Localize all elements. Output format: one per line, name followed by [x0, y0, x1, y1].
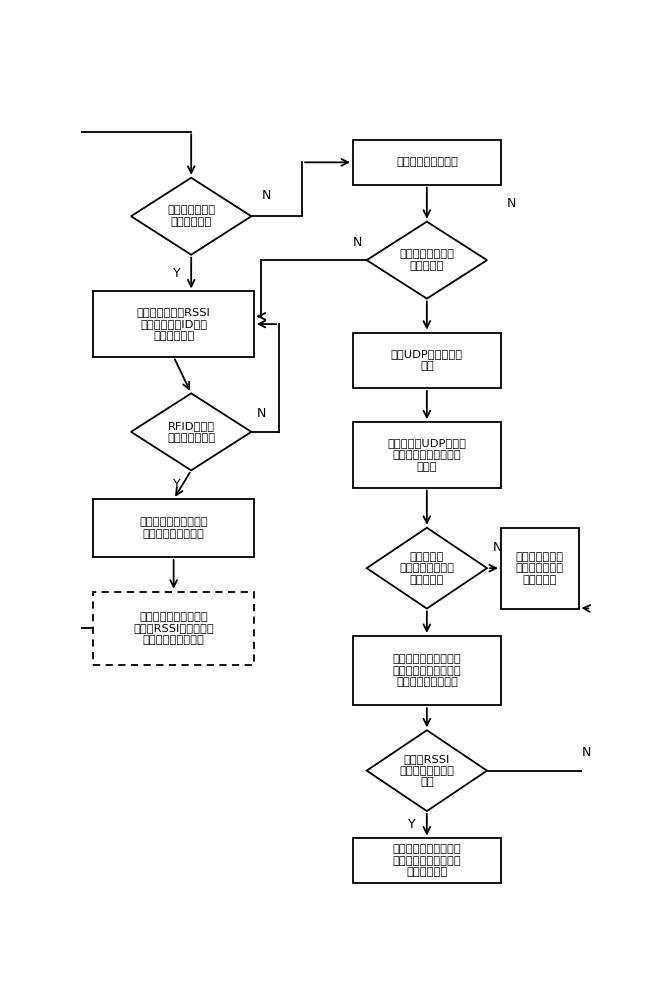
Bar [93, 592, 254, 665]
Text: 是否接收到客户端
的数据请求: 是否接收到客户端 的数据请求 [399, 249, 454, 271]
Text: 叉车处于安全行
驶状态，周围没
有人员车辆: 叉车处于安全行 驶状态，周围没 有人员车辆 [516, 552, 564, 585]
Bar [93, 291, 254, 357]
Text: 服务器端软件解析数据
包，用RSSI方法计算出
各标签的位置并显示: 服务器端软件解析数据 包，用RSSI方法计算出 各标签的位置并显示 [133, 612, 214, 645]
Text: 阅读器解析出数据包信
息传递给定位服务器: 阅读器解析出数据包信 息传递给定位服务器 [139, 517, 208, 539]
Bar [353, 140, 501, 185]
Text: Y: Y [173, 267, 180, 280]
Bar [93, 499, 254, 557]
Text: 传感器是否
接收到人员和叉车
标签的信号: 传感器是否 接收到人员和叉车 标签的信号 [399, 552, 454, 585]
Text: 客户端软件显示警告信
息给驾驶员，并控制声
光报警器报警: 客户端软件显示警告信 息给驾驶员，并控制声 光报警器报警 [393, 844, 461, 877]
Text: 标签的RSSI
场强数有没有到达
阈值: 标签的RSSI 场强数有没有到达 阈值 [399, 754, 454, 787]
Text: 将这些标签作为可能碰
撞的对象根据信号强度
估算出距离列表显示: 将这些标签作为可能碰 撞的对象根据信号强度 估算出距离列表显示 [393, 654, 461, 687]
Polygon shape [367, 528, 487, 609]
Polygon shape [131, 393, 251, 470]
Text: 客户端解析UDP数据包
并图形化显示辅助驾驶
员驾驶: 客户端解析UDP数据包 并图形化显示辅助驾驶 员驾驶 [388, 438, 466, 472]
Text: N: N [261, 189, 270, 202]
Bar [353, 838, 501, 883]
Text: N: N [507, 197, 516, 210]
Text: Y: Y [173, 478, 180, 491]
Bar [353, 333, 501, 388]
Text: N: N [582, 746, 591, 759]
Polygon shape [367, 222, 487, 299]
Bar [501, 528, 578, 609]
Text: Y: Y [408, 818, 416, 831]
Text: 返回UDP数据包给客
户端: 返回UDP数据包给客 户端 [391, 349, 463, 371]
Polygon shape [367, 730, 487, 811]
Text: 标签被激活，将RSSI
场强值和标签ID等信
息打包并发射: 标签被激活，将RSSI 场强值和标签ID等信 息打包并发射 [137, 307, 210, 341]
Text: RFID传感器
是否接收到信号: RFID传感器 是否接收到信号 [167, 421, 215, 443]
Bar [353, 636, 501, 705]
Text: N: N [493, 541, 503, 554]
Text: 标签是否接收到
低频脉冲信号: 标签是否接收到 低频脉冲信号 [167, 205, 215, 227]
Text: 标签处于未激活状态: 标签处于未激活状态 [396, 157, 458, 167]
Text: N: N [256, 407, 266, 420]
Polygon shape [131, 178, 251, 255]
Bar [353, 422, 501, 488]
Text: N: N [353, 236, 362, 249]
